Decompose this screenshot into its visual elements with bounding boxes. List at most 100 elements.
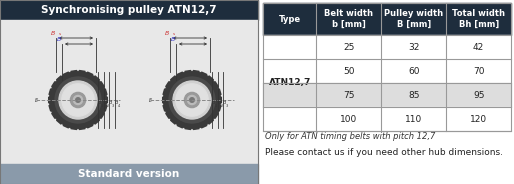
Text: 3: 3	[226, 104, 228, 108]
Polygon shape	[84, 120, 93, 128]
Text: 2: 2	[221, 104, 223, 108]
Polygon shape	[171, 116, 179, 124]
Text: d: d	[212, 100, 215, 105]
Circle shape	[173, 81, 211, 119]
Text: 100: 100	[340, 114, 357, 123]
Text: 1: 1	[101, 104, 103, 108]
Text: 3: 3	[112, 104, 114, 108]
Polygon shape	[205, 76, 213, 84]
Polygon shape	[49, 95, 53, 105]
Circle shape	[62, 84, 94, 116]
Text: Type: Type	[279, 15, 301, 24]
Polygon shape	[77, 71, 86, 77]
Polygon shape	[198, 120, 207, 128]
Polygon shape	[52, 82, 60, 91]
Text: Pulley width: Pulley width	[384, 10, 444, 19]
Text: s: s	[59, 32, 61, 36]
Polygon shape	[90, 116, 99, 124]
Text: 85: 85	[408, 91, 419, 100]
Polygon shape	[100, 89, 107, 97]
Polygon shape	[57, 116, 65, 124]
Bar	[263, 107, 511, 131]
Text: 2: 2	[106, 104, 109, 108]
Text: Belt width: Belt width	[324, 10, 373, 19]
Text: ATN12,7: ATN12,7	[268, 79, 311, 88]
Polygon shape	[96, 109, 104, 118]
Text: B: B	[51, 31, 55, 36]
Polygon shape	[102, 95, 107, 105]
Polygon shape	[177, 120, 186, 128]
Text: B: B	[57, 37, 61, 42]
Bar	[263, 59, 511, 83]
Polygon shape	[210, 109, 218, 118]
Polygon shape	[163, 103, 170, 111]
Text: 4: 4	[118, 104, 120, 108]
Text: d: d	[98, 100, 101, 105]
Polygon shape	[49, 89, 56, 97]
Polygon shape	[214, 103, 221, 111]
Circle shape	[74, 95, 83, 105]
Polygon shape	[171, 76, 179, 84]
Polygon shape	[166, 109, 174, 118]
Text: 60: 60	[408, 66, 419, 75]
Polygon shape	[205, 116, 213, 124]
Polygon shape	[96, 82, 104, 91]
Bar	[263, 3, 511, 131]
Text: E: E	[35, 98, 38, 102]
Text: B: B	[171, 37, 175, 42]
Bar	[263, 3, 511, 35]
Circle shape	[163, 72, 221, 128]
Text: Bh [mm]: Bh [mm]	[458, 20, 499, 29]
Text: B [mm]: B [mm]	[397, 20, 431, 29]
Bar	[0, 0, 258, 20]
Polygon shape	[177, 72, 186, 80]
Polygon shape	[162, 95, 168, 105]
Circle shape	[190, 98, 194, 102]
Polygon shape	[163, 89, 170, 97]
Text: s: s	[173, 32, 175, 36]
Polygon shape	[84, 72, 93, 80]
Text: 120: 120	[470, 114, 487, 123]
Circle shape	[185, 92, 199, 108]
Bar	[263, 83, 511, 107]
Polygon shape	[90, 76, 99, 84]
Circle shape	[49, 72, 106, 128]
Polygon shape	[100, 103, 107, 111]
Text: 70: 70	[473, 66, 484, 75]
Circle shape	[188, 95, 196, 105]
Polygon shape	[70, 123, 79, 129]
Text: d: d	[115, 100, 118, 105]
Polygon shape	[216, 95, 222, 105]
Text: Total width: Total width	[452, 10, 505, 19]
Polygon shape	[184, 123, 193, 129]
Bar	[0, 20, 258, 164]
Text: 110: 110	[405, 114, 423, 123]
Bar	[0, 164, 258, 184]
Text: 25: 25	[343, 43, 355, 52]
Polygon shape	[49, 103, 56, 111]
Text: B: B	[165, 31, 169, 36]
Bar	[263, 35, 511, 59]
Text: E: E	[149, 98, 152, 102]
Polygon shape	[198, 72, 207, 80]
Text: Standard version: Standard version	[78, 169, 179, 179]
Text: 42: 42	[473, 43, 484, 52]
Text: Please contact us if you need other hub dimensions.: Please contact us if you need other hub …	[265, 148, 503, 157]
Polygon shape	[63, 120, 72, 128]
Circle shape	[76, 98, 80, 102]
Text: b [mm]: b [mm]	[332, 20, 366, 29]
Text: 1: 1	[214, 104, 217, 108]
Polygon shape	[70, 71, 79, 77]
Text: 75: 75	[343, 91, 355, 100]
Text: 32: 32	[408, 43, 419, 52]
Text: Only for ATN timing belts with pitch 12,7: Only for ATN timing belts with pitch 12,…	[265, 132, 435, 141]
Text: d: d	[104, 100, 107, 105]
Text: 50: 50	[343, 66, 355, 75]
Circle shape	[70, 92, 86, 108]
Bar	[0, 0, 258, 184]
Text: d: d	[109, 100, 112, 105]
Polygon shape	[191, 123, 200, 129]
Text: 95: 95	[473, 91, 484, 100]
Polygon shape	[77, 123, 86, 129]
Text: Synchronising pulley ATN12,7: Synchronising pulley ATN12,7	[41, 5, 217, 15]
